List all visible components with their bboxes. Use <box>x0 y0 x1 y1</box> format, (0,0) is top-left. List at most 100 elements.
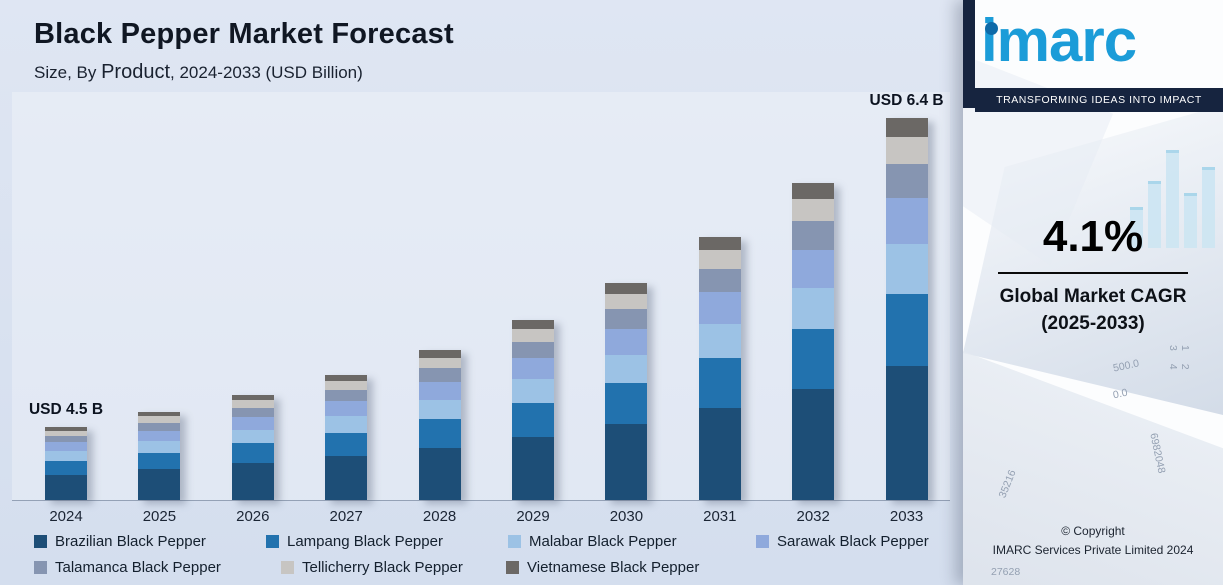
segment-talamanca <box>45 435 87 443</box>
segment-sarawak <box>325 401 368 417</box>
segment-vietnamese <box>605 283 648 295</box>
logo-dot-icon <box>985 22 998 35</box>
segment-talamanca <box>325 390 368 402</box>
segment-sarawak <box>231 417 274 430</box>
legend-item: Sarawak Black Pepper <box>756 533 934 550</box>
cagr-underline <box>998 272 1188 274</box>
segment-malabar <box>698 323 741 359</box>
copyright: © Copyright IMARC Services Private Limit… <box>963 522 1223 559</box>
segment-lampang <box>512 402 554 437</box>
segment-talamanca <box>231 407 274 418</box>
segment-vietnamese <box>698 236 741 251</box>
segment-vietnamese <box>418 350 461 358</box>
cagr-value: 4.1% <box>1042 212 1144 261</box>
segment-lampang <box>138 452 181 470</box>
bar-2032 <box>792 183 835 500</box>
segment-vietnamese <box>512 320 554 330</box>
segment-vietnamese <box>792 183 835 200</box>
segment-brazilian <box>418 447 461 500</box>
decor-number: 27628 <box>991 566 1021 578</box>
segment-talamanca <box>138 422 181 431</box>
legend-swatch-malabar <box>508 535 521 548</box>
segment-malabar <box>885 244 928 294</box>
segment-tellicherry <box>792 199 835 222</box>
x-axis-label: 2028 <box>422 508 457 525</box>
segment-brazilian <box>792 389 835 500</box>
segment-lampang <box>325 432 368 457</box>
legend-item: Lampang Black Pepper <box>266 533 508 550</box>
legend-label: Malabar Black Pepper <box>529 533 677 550</box>
segment-sarawak <box>885 198 928 245</box>
legend-label: Brazilian Black Pepper <box>55 533 206 550</box>
segment-talamanca <box>418 368 461 382</box>
segment-tellicherry <box>231 400 274 408</box>
cagr-period: (2025-2033) <box>1041 313 1145 334</box>
segment-lampang <box>698 358 741 409</box>
segment-vietnamese <box>45 426 87 431</box>
segment-sarawak <box>792 249 835 288</box>
legend-swatch-lampang <box>266 535 279 548</box>
legend-item: Vietnamese Black Pepper <box>506 559 934 576</box>
legend-swatch-sarawak <box>756 535 769 548</box>
logo-text: imarc <box>981 7 1137 74</box>
bar-2025 <box>138 412 181 500</box>
segment-talamanca <box>885 163 928 199</box>
segment-sarawak <box>698 292 741 324</box>
segment-tellicherry <box>45 430 87 436</box>
legend-row-2: Talamanca Black Pepper Tellicherry Black… <box>34 559 934 576</box>
segment-malabar <box>231 429 274 444</box>
subtitle-emphasis: Product <box>101 61 171 83</box>
legend-item: Tellicherry Black Pepper <box>281 559 506 576</box>
segment-tellicherry <box>418 357 461 368</box>
legend-label: Lampang Black Pepper <box>287 533 443 550</box>
segment-talamanca <box>512 341 554 358</box>
segment-malabar <box>138 441 181 453</box>
legend-item: Brazilian Black Pepper <box>34 533 266 550</box>
brand-sidebar: 500.0 0.0 1 2 3 4 6982048 35216 27628 im… <box>963 0 1223 585</box>
bar-2029 <box>512 320 554 500</box>
x-axis-label: 2024 <box>49 508 83 525</box>
legend: Brazilian Black Pepper Lampang Black Pep… <box>34 533 934 576</box>
legend-item: Talamanca Black Pepper <box>34 559 281 576</box>
segment-vietnamese <box>885 118 928 138</box>
decor-number: 6982048 <box>1147 432 1168 475</box>
subtitle-prefix: Size, By <box>34 63 102 82</box>
legend-swatch-brazilian <box>34 535 47 548</box>
legend-swatch-talamanca <box>34 561 47 574</box>
legend-label: Talamanca Black Pepper <box>55 559 221 576</box>
decor-number: 0.0 <box>1111 386 1129 402</box>
legend-swatch-vietnamese <box>506 561 519 574</box>
segment-sarawak <box>512 357 554 380</box>
segment-brazilian <box>231 463 274 500</box>
segment-tellicherry <box>512 329 554 342</box>
segment-talamanca <box>605 309 648 329</box>
chart-header: Black Pepper Market Forecast Size, By Pr… <box>34 18 454 84</box>
x-axis-label: 2031 <box>703 508 737 525</box>
legend-label: Sarawak Black Pepper <box>777 533 929 550</box>
segment-tellicherry <box>605 294 648 310</box>
segment-malabar <box>45 451 87 461</box>
x-axis-label: 2026 <box>236 508 270 525</box>
brand-tagline: TRANSFORMING IDEAS INTO IMPACT <box>975 88 1223 112</box>
bar-2026 <box>231 394 274 500</box>
segment-sarawak <box>605 328 648 355</box>
legend-item: Malabar Black Pepper <box>508 533 756 550</box>
legend-swatch-tellicherry <box>281 561 294 574</box>
segment-lampang <box>605 382 648 425</box>
segment-brazilian <box>605 424 648 500</box>
segment-sarawak <box>418 381 461 400</box>
copyright-line2: IMARC Services Private Limited 2024 <box>992 542 1194 557</box>
decor-bar-chart <box>1130 150 1215 248</box>
x-axis-label: 2025 <box>142 508 177 525</box>
segment-lampang <box>45 460 87 475</box>
imarc-logo: imarc <box>981 7 1137 74</box>
segment-malabar <box>792 287 835 329</box>
bar-2033 <box>885 118 928 500</box>
segment-lampang <box>885 293 928 367</box>
segment-tellicherry <box>325 381 368 391</box>
decor-number: 35216 <box>996 468 1019 500</box>
x-axis-label: 2033 <box>889 508 924 525</box>
segment-brazilian <box>885 366 928 500</box>
segment-talamanca <box>792 221 835 250</box>
